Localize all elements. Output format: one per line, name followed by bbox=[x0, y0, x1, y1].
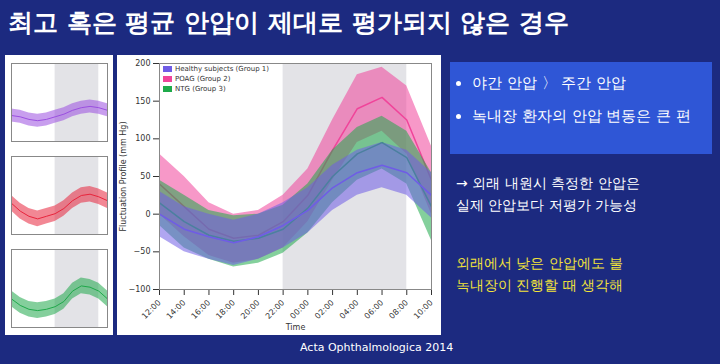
svg-text:06:00: 06:00 bbox=[363, 298, 386, 321]
html-text:→ 외래 내원시 측정한 안압은: → 외래 내원시 측정한 안압은 bbox=[456, 175, 640, 191]
svg-text:200: 200 bbox=[135, 59, 150, 68]
svg-text:−100: −100 bbox=[129, 285, 151, 294]
svg-text:100: 100 bbox=[135, 134, 150, 143]
svg-text:22:00: 22:00 bbox=[264, 298, 287, 321]
svg-text:Time: Time bbox=[285, 323, 306, 332]
svg-text:20:00: 20:00 bbox=[239, 298, 262, 321]
svg-text:02:00: 02:00 bbox=[313, 298, 336, 321]
html-text:Healthy subjects (Group 1): Healthy subjects (Group 1) bbox=[175, 65, 270, 73]
html-text:POAG (Group 2): POAG (Group 2) bbox=[175, 75, 231, 83]
html-text:최고 혹은 평균 안압이 제대로 평가되지 않은 경우: 최고 혹은 평균 안압이 제대로 평가되지 않은 경우 bbox=[8, 8, 569, 37]
html-text:야간 안압 〉 주간 안압: 야간 안압 〉 주간 안압 bbox=[472, 74, 627, 92]
svg-text:00:00: 00:00 bbox=[288, 298, 311, 321]
svg-text:04:00: 04:00 bbox=[338, 298, 361, 321]
svg-text:08:00: 08:00 bbox=[387, 298, 410, 321]
svg-text:0: 0 bbox=[145, 210, 150, 219]
svg-text:Fluctuation Profile (mm Hg): Fluctuation Profile (mm Hg) bbox=[119, 121, 128, 231]
html-text:Acta Ophthalmologica 2014: Acta Ophthalmologica 2014 bbox=[300, 341, 454, 354]
html-text:외래에서 낮은 안압에도 불: 외래에서 낮은 안압에도 불 bbox=[456, 255, 624, 271]
svg-text:16:00: 16:00 bbox=[190, 298, 213, 321]
svg-text:10:00: 10:00 bbox=[412, 298, 435, 321]
svg-text:50: 50 bbox=[140, 172, 150, 181]
html-text:실제 안압보다 저평가 가능성: 실제 안압보다 저평가 가능성 bbox=[456, 197, 638, 213]
html-text:녹내장 환자의 안압 변동은 큰 편: 녹내장 환자의 안압 변동은 큰 편 bbox=[472, 107, 691, 125]
html-text:NTG (Group 3): NTG (Group 3) bbox=[175, 85, 226, 93]
svg-text:150: 150 bbox=[135, 97, 150, 106]
html-text:녹내장이 진행할 때 생각해: 녹내장이 진행할 때 생각해 bbox=[456, 277, 624, 293]
svg-text:12:00: 12:00 bbox=[140, 298, 163, 321]
svg-text:18:00: 18:00 bbox=[214, 298, 237, 321]
svg-text:14:00: 14:00 bbox=[165, 298, 188, 321]
svg-text:−50: −50 bbox=[134, 247, 151, 256]
